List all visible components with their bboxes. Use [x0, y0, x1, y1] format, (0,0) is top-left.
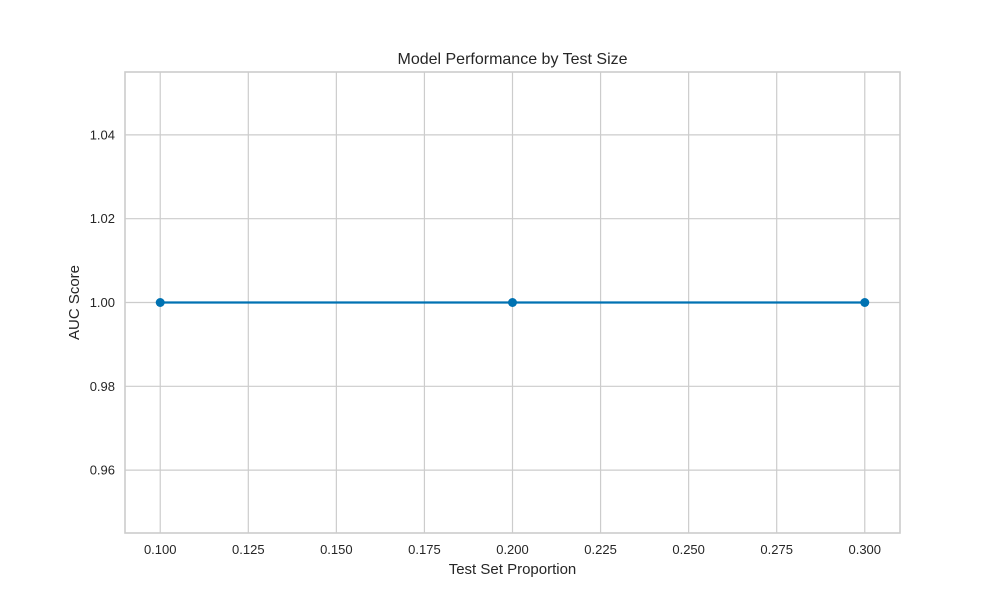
x-tick-label: 0.100: [144, 542, 177, 557]
data-point: [860, 298, 870, 307]
x-tick-label: 0.175: [408, 542, 441, 557]
x-tick-label: 0.150: [320, 542, 353, 557]
chart-title: Model Performance by Test Size: [397, 51, 627, 68]
x-tick-label: 0.225: [584, 542, 617, 557]
y-tick-label: 1.02: [90, 211, 115, 226]
x-tick-label: 0.300: [848, 542, 881, 557]
y-axis-label: AUC Score: [66, 265, 83, 340]
data-point: [508, 298, 517, 307]
y-tick-label: 0.98: [90, 379, 115, 394]
plot-frame: [124, 71, 901, 534]
x-tick-label: 0.250: [672, 542, 705, 557]
tick-layer: 0.100 0.125 0.150 0.175 0.200 0.225 0.250 0.275…: [90, 127, 881, 557]
y-tick-label: 1.04: [90, 127, 115, 142]
x-tick-label: 0.275: [760, 542, 793, 557]
data-point: [155, 298, 165, 307]
series-layer: [155, 298, 870, 307]
x-tick-label: 0.200: [496, 542, 529, 557]
y-tick-label: 1.00: [90, 295, 115, 310]
y-tick-label: 0.96: [90, 463, 115, 478]
x-axis-label: Test Set Proportion: [449, 561, 577, 578]
x-tick-label: 0.125: [232, 542, 265, 557]
